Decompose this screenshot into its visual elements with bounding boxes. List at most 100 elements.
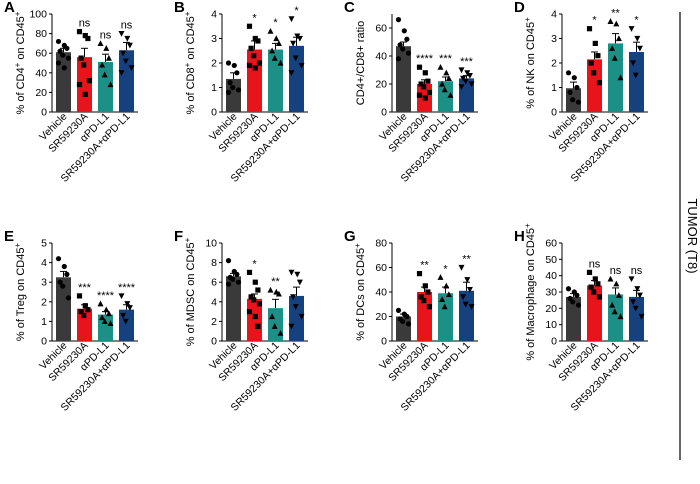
y-tick-label: 40 <box>35 67 47 79</box>
data-point <box>462 78 469 85</box>
data-point <box>118 31 125 37</box>
data-point <box>234 70 240 76</box>
panel-letter: A <box>4 0 15 16</box>
data-point <box>615 35 622 42</box>
y-axis-label-part: % of CD8 <box>185 67 197 114</box>
data-point <box>124 301 131 307</box>
data-point <box>439 296 446 302</box>
bar <box>629 51 644 112</box>
data-point <box>294 271 301 278</box>
data-point <box>230 84 236 91</box>
y-axis-label-part: + <box>523 223 532 228</box>
data-point <box>288 323 295 330</box>
data-point <box>437 64 444 70</box>
data-point <box>292 304 299 310</box>
y-axis-label: % of CD4+ on CD45+ <box>13 11 27 114</box>
bar <box>459 290 474 341</box>
y-tick-label: 60 <box>375 23 387 35</box>
data-point <box>269 47 276 54</box>
data-point <box>122 58 129 65</box>
data-point <box>107 320 114 326</box>
data-point <box>464 277 471 283</box>
data-point <box>611 54 618 61</box>
significance-label: ns <box>589 258 601 270</box>
data-point <box>458 264 465 271</box>
data-point <box>458 67 465 74</box>
data-point <box>439 80 446 87</box>
data-point <box>591 70 597 76</box>
data-point <box>613 20 620 27</box>
bar <box>566 296 581 341</box>
data-point <box>426 89 433 95</box>
y-tick-label: 0 <box>381 107 387 119</box>
data-point <box>298 62 305 69</box>
y-tick-label: 6 <box>211 277 217 289</box>
data-point <box>400 46 406 52</box>
data-point <box>255 38 261 44</box>
significance-label: * <box>592 15 597 27</box>
data-point <box>617 313 624 320</box>
y-axis-label-part: % of CD4 <box>15 67 27 114</box>
data-point <box>231 62 237 69</box>
y-axis-label: % of CD8+ on CD45+ <box>183 11 197 114</box>
panel-letter: D <box>514 0 525 16</box>
bar <box>438 81 453 112</box>
y-tick-label: 4 <box>551 9 557 21</box>
bar <box>56 52 71 112</box>
data-point <box>421 84 427 90</box>
panel-letter: G <box>344 228 356 245</box>
data-point <box>82 91 88 97</box>
data-point <box>416 92 423 98</box>
bar <box>629 296 644 341</box>
data-point <box>290 40 297 47</box>
data-point <box>118 293 125 300</box>
y-tick-label: 3 <box>211 33 217 45</box>
data-point <box>101 71 108 78</box>
data-point <box>81 62 87 68</box>
data-point <box>570 97 576 103</box>
data-point <box>105 54 112 61</box>
significance-label: * <box>294 5 299 17</box>
data-point <box>595 281 601 287</box>
data-point <box>591 289 597 295</box>
data-point <box>613 280 620 287</box>
y-tick-label: 3 <box>41 277 47 289</box>
data-point <box>596 80 603 86</box>
data-point <box>609 45 616 51</box>
data-point <box>445 291 452 298</box>
data-point <box>596 294 603 300</box>
data-point <box>255 323 261 329</box>
significance-label: **** <box>97 290 115 302</box>
data-point <box>628 276 635 283</box>
data-point <box>246 62 253 69</box>
data-point <box>64 271 70 277</box>
data-point <box>574 292 580 298</box>
data-point <box>421 297 427 304</box>
data-point <box>441 86 448 93</box>
data-point <box>235 87 242 93</box>
significance-label: * <box>634 15 639 27</box>
data-point <box>99 314 106 321</box>
data-point <box>638 313 645 320</box>
significance-label: ** <box>611 7 620 19</box>
bar <box>226 78 241 112</box>
data-point <box>225 89 232 95</box>
bar <box>268 308 283 341</box>
data-point <box>65 295 72 301</box>
data-point <box>588 60 594 66</box>
data-point <box>574 84 580 91</box>
y-tick-label: 1 <box>211 82 217 94</box>
data-point <box>57 279 63 285</box>
panel-letter: E <box>4 228 14 245</box>
data-point <box>60 283 66 289</box>
data-point <box>277 329 284 336</box>
data-point <box>462 301 469 308</box>
significance-label: **** <box>118 282 136 294</box>
data-point <box>575 99 582 105</box>
data-point <box>61 65 67 71</box>
data-point <box>292 55 299 62</box>
data-point <box>395 17 402 23</box>
bar <box>289 45 304 112</box>
data-point <box>105 310 112 317</box>
significance-label: *** <box>78 282 92 294</box>
